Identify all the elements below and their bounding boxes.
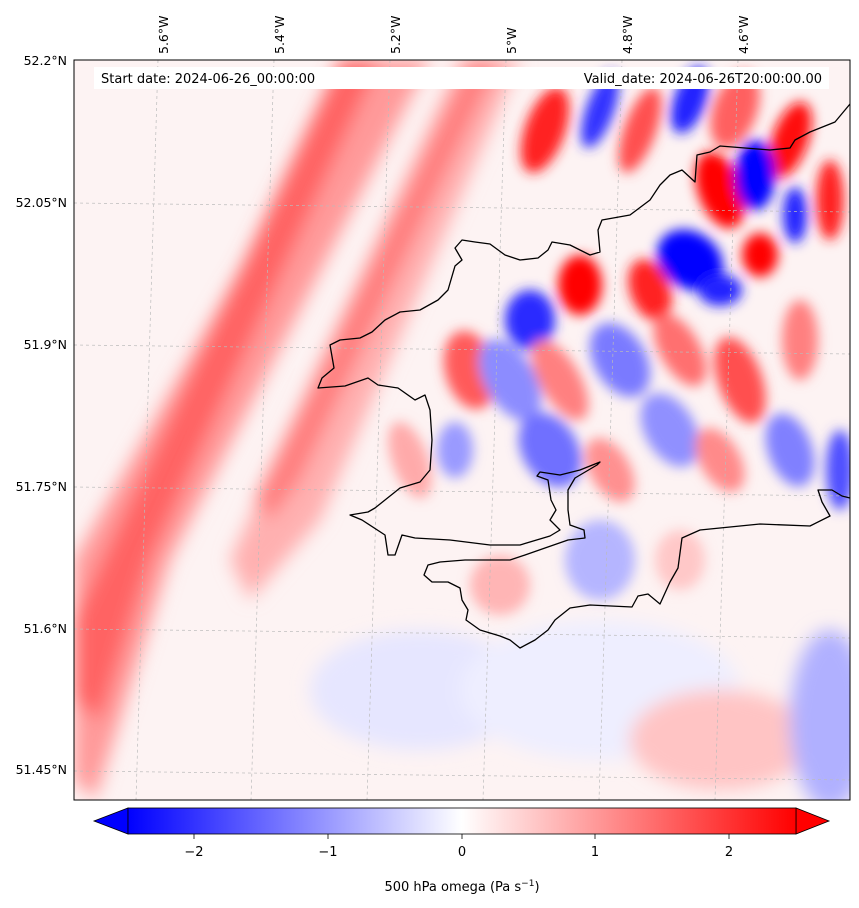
colorbar-extend-high xyxy=(795,807,831,835)
colorbar-title: 500 hPa omega (Pa s−1) xyxy=(384,879,539,895)
colorbar-tick-label: −1 xyxy=(318,845,337,860)
lat-label: 52.05°N xyxy=(16,195,67,210)
colorbar-ticks xyxy=(193,834,730,839)
lon-label: 5°W xyxy=(504,27,519,54)
lat-label: 51.45°N xyxy=(16,762,67,777)
colorbar-title-sup: −1 xyxy=(521,879,534,889)
omega-band-west2-core xyxy=(255,60,500,520)
lon-label: 5.2°W xyxy=(388,16,403,55)
omega-e-blue xyxy=(790,630,850,800)
info-banner xyxy=(94,67,829,89)
lon-label: 5.6°W xyxy=(156,16,171,55)
lon-label: 4.6°W xyxy=(736,16,751,55)
lon-label: 4.8°W xyxy=(620,16,635,55)
longitude-labels: 5.6°W 5.4°W 5.2°W 5°W 4.8°W 4.6°W xyxy=(156,16,751,55)
colorbar-tick-label: 2 xyxy=(725,845,733,860)
colorbar-tick-label: 0 xyxy=(458,845,466,860)
colorbar-title-end: ) xyxy=(534,880,539,895)
omega-se-red xyxy=(630,690,810,790)
colorbar-gradient xyxy=(127,807,797,835)
colorbar-extend-low xyxy=(92,807,129,835)
lat-label: 52.2°N xyxy=(24,53,67,68)
map-panel: Start date: 2024-06-26_00:00:00 Valid_da… xyxy=(74,60,850,800)
lat-label: 51.6°N xyxy=(24,621,67,636)
lon-label: 5.4°W xyxy=(272,16,287,55)
start-date-text: Start date: 2024-06-26_00:00:00 xyxy=(101,72,315,87)
latitude-labels: 52.2°N 52.05°N 51.9°N 51.75°N 51.6°N 51.… xyxy=(16,53,67,777)
colorbar-tick-label: −2 xyxy=(184,845,203,860)
lat-label: 51.75°N xyxy=(16,479,67,494)
valid-date-text: Valid_date: 2024-06-26T20:00:00.00 xyxy=(584,72,822,87)
omega-band-west-core xyxy=(74,60,380,720)
lat-label: 51.9°N xyxy=(24,337,67,352)
colorbar: −2 −1 0 1 2 500 hPa omega (Pa s−1) xyxy=(92,807,831,895)
coastline xyxy=(317,103,850,649)
colorbar-title-main: 500 hPa omega (Pa s xyxy=(384,880,521,895)
coastline-wales xyxy=(317,103,850,649)
colorbar-tick-label: 1 xyxy=(591,845,599,860)
map-frame xyxy=(73,59,851,801)
omega-band-west-outer xyxy=(74,60,430,800)
